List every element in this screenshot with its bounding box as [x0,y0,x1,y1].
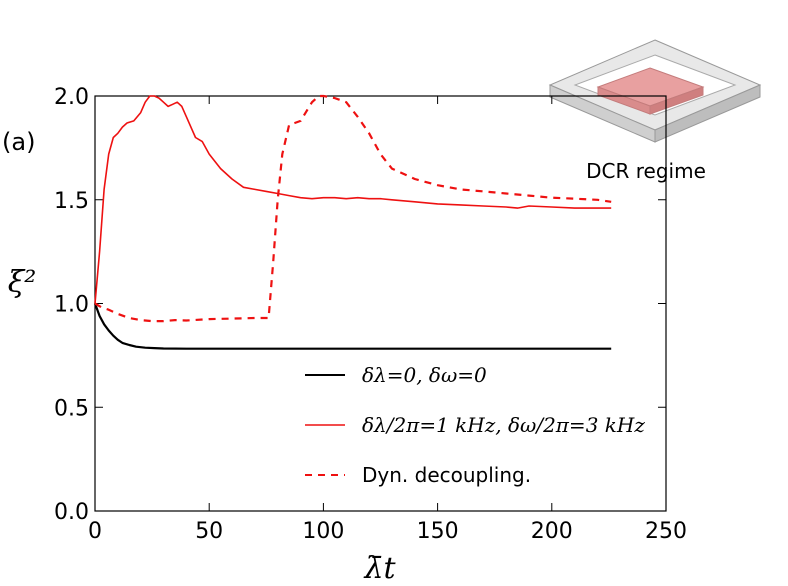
plot-frame [94,95,667,512]
y-tick-label: 1.5 [54,189,89,214]
inset-slab-right [649,86,704,115]
x-tick-label: 250 [645,519,687,544]
y-tick-label: 0.5 [54,396,89,421]
y-tick-label: 1.0 [54,293,89,318]
x-tick-label: 100 [302,519,344,544]
x-axis-label: λ̄t [363,551,396,586]
x-tick-label: 50 [195,519,223,544]
legend-entry-3: Dyn. decoupling. [362,463,531,487]
inset-label: DCR regime [586,159,706,183]
legend: δλ=0, δω=0 δλ/2π=1 kHz, δω/2π=3 kHz Dyn.… [305,363,645,487]
y-tick-label: 0.0 [54,500,89,525]
series-line-1 [93,303,612,350]
series-layer [93,94,612,350]
inset-frame-right-side [654,84,761,143]
x-axis-ticks: 0 50 100 150 200 250 [88,96,687,544]
y-axis-ticks: 0.0 0.5 1.0 1.5 2.0 [54,85,666,525]
y-tick-label: 2.0 [54,85,89,110]
panel-label: (a) [2,128,35,156]
x-tick-label: 150 [417,519,459,544]
y-axis-label: ξ² [8,265,37,300]
dcr-regime-inset: DCR regime [548,39,762,183]
series-line-3 [94,94,612,323]
legend-entry-1: δλ=0, δω=0 [362,363,487,387]
x-tick-label: 200 [531,519,573,544]
x-tick-label: 0 [88,519,102,544]
legend-entry-2: δλ/2π=1 kHz, δω/2π=3 kHz [362,413,645,437]
series-line-2 [94,95,612,304]
